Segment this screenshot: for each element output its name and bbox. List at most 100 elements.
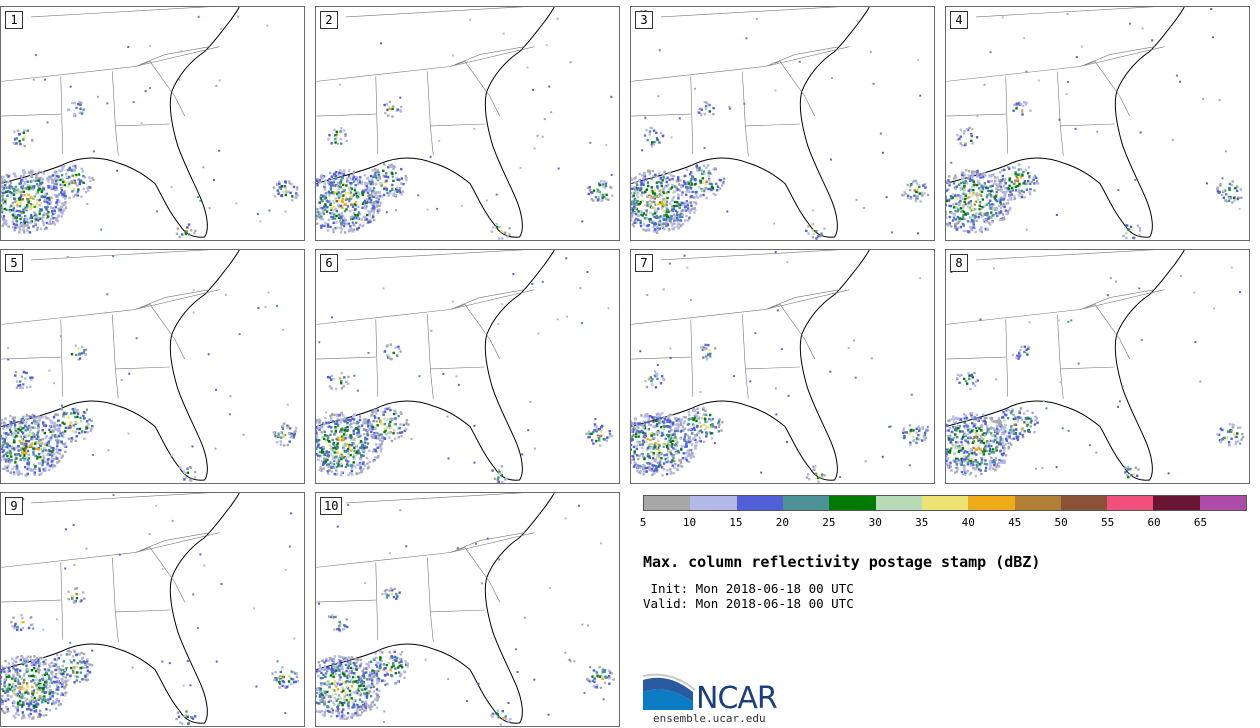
- reflectivity-cell: [1036, 182, 1040, 185]
- reflectivity-cell: [418, 375, 421, 378]
- reflectivity-cell: [642, 467, 645, 470]
- reflectivity-cell: [84, 353, 87, 357]
- reflectivity-cell: [356, 215, 359, 219]
- reflectivity-cell: [349, 471, 352, 475]
- reflectivity-cell: [1136, 224, 1140, 227]
- reflectivity-cell: [2, 440, 5, 444]
- reflectivity-cell: [323, 185, 326, 189]
- reflectivity-cell: [326, 229, 330, 232]
- state-border: [976, 7, 1155, 18]
- reflectivity-cell: [550, 111, 553, 114]
- reflectivity-cell: [79, 178, 83, 182]
- reflectivity-cell: [668, 430, 671, 433]
- reflectivity-cell: [359, 180, 362, 183]
- reflectivity-cell: [34, 192, 38, 196]
- reflectivity-cell: [660, 207, 664, 210]
- reflectivity-cell: [396, 108, 399, 111]
- reflectivity-cell: [24, 187, 27, 190]
- state-border: [430, 123, 485, 127]
- reflectivity-cell: [597, 439, 601, 442]
- reflectivity-cell: [44, 198, 47, 202]
- reflectivity-cell: [1028, 191, 1031, 194]
- reflectivity-cell: [1132, 236, 1135, 240]
- reflectivity-cell: [662, 218, 666, 222]
- reflectivity-cell: [89, 429, 92, 433]
- reflectivity-cell: [661, 134, 665, 138]
- reflectivity-cell: [333, 459, 336, 463]
- reflectivity-cell: [362, 449, 366, 452]
- reflectivity-cell: [675, 423, 678, 427]
- reflectivity-cell: [74, 344, 77, 347]
- reflectivity-cell: [672, 207, 675, 211]
- reflectivity-cell: [665, 213, 668, 216]
- reflectivity-cell: [633, 191, 636, 195]
- reflectivity-cell: [652, 420, 655, 423]
- reflectivity-cell: [988, 215, 991, 219]
- reflectivity-cell: [362, 433, 366, 436]
- reflectivity-cell: [352, 216, 356, 219]
- reflectivity-cell: [600, 180, 603, 183]
- reflectivity-cell: [316, 179, 319, 182]
- coastline: [1, 250, 240, 481]
- reflectivity-cell: [677, 203, 681, 206]
- reflectivity-cell: [58, 452, 62, 456]
- reflectivity-cell: [19, 195, 22, 199]
- reflectivity-cell: [989, 185, 992, 188]
- reflectivity-cell: [48, 453, 52, 456]
- reflectivity-cell: [651, 416, 655, 420]
- reflectivity-cell: [954, 218, 957, 221]
- reflectivity-cell: [389, 408, 392, 412]
- reflectivity-cell: [62, 415, 65, 418]
- reflectivity-cell: [348, 210, 352, 213]
- reflectivity-cell: [976, 194, 979, 198]
- reflectivity-cell: [1021, 174, 1024, 177]
- reflectivity-cell: [637, 426, 640, 429]
- state-border: [454, 46, 525, 65]
- reflectivity-cell: [9, 209, 13, 212]
- reflectivity-cell: [332, 377, 336, 381]
- reflectivity-cell: [384, 175, 388, 178]
- reflectivity-cell: [20, 438, 24, 441]
- state-border: [742, 71, 749, 156]
- reflectivity-cell: [392, 194, 395, 197]
- reflectivity-cell: [32, 450, 35, 454]
- reflectivity-cell: [987, 180, 990, 183]
- reflectivity-cell: [51, 206, 55, 210]
- reflectivity-cell: [660, 457, 663, 460]
- reflectivity-cell: [332, 420, 335, 423]
- reflectivity-cell: [45, 207, 48, 211]
- reflectivity-cell: [97, 95, 100, 98]
- reflectivity-cell: [397, 345, 400, 348]
- reflectivity-cell: [641, 443, 644, 446]
- reflectivity-cell: [337, 203, 340, 206]
- reflectivity-cell: [27, 193, 30, 196]
- reflectivity-cell: [36, 435, 40, 439]
- reflectivity-cell: [57, 175, 60, 178]
- reflectivity-cell: [293, 431, 296, 434]
- reflectivity-cell: [650, 188, 653, 192]
- reflectivity-cell: [13, 224, 17, 228]
- reflectivity-cell: [328, 425, 331, 428]
- reflectivity-cell: [388, 436, 391, 439]
- reflectivity-cell: [676, 201, 679, 204]
- reflectivity-cell: [698, 167, 701, 170]
- reflectivity-cell: [288, 432, 291, 436]
- reflectivity-cell: [663, 442, 666, 446]
- reflectivity-cell: [998, 199, 1002, 202]
- reflectivity-cell: [42, 187, 46, 190]
- reflectivity-cell: [745, 37, 748, 40]
- reflectivity-cell: [662, 187, 665, 190]
- reflectivity-cell: [963, 129, 966, 133]
- reflectivity-cell: [1, 455, 4, 458]
- reflectivity-cell: [590, 432, 593, 436]
- reflectivity-cell: [650, 145, 654, 148]
- reflectivity-cell: [1013, 166, 1016, 170]
- reflectivity-cell: [958, 219, 961, 223]
- reflectivity-cell: [1006, 212, 1010, 215]
- reflectivity-cell: [332, 199, 335, 203]
- reflectivity-cell: [339, 455, 342, 458]
- reflectivity-cell: [493, 477, 497, 481]
- reflectivity-cell: [336, 414, 339, 418]
- reflectivity-cell: [693, 183, 697, 186]
- reflectivity-cell: [709, 182, 713, 186]
